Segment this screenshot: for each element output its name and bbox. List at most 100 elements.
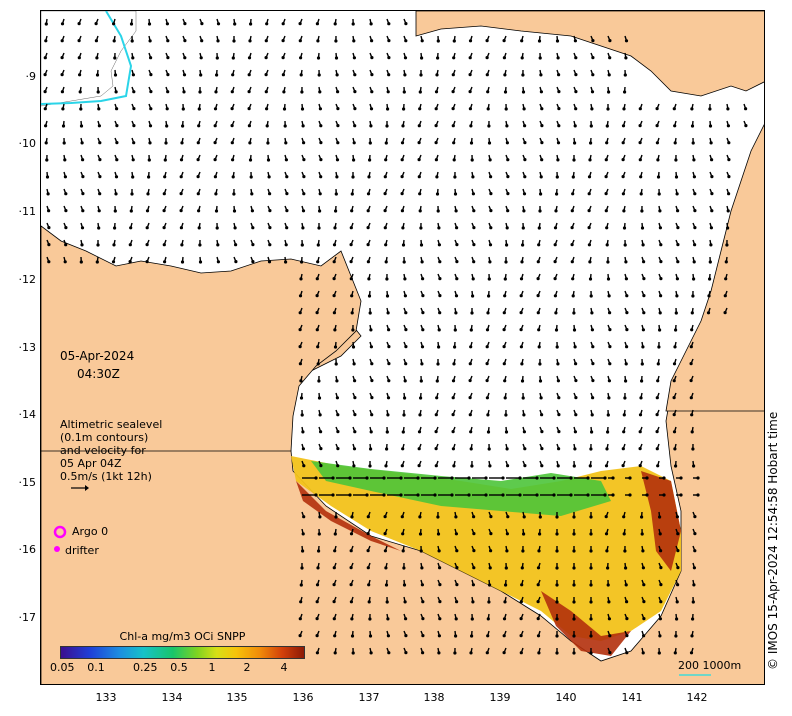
velocity-arrow-head [675, 192, 679, 196]
velocity-arrow-head [386, 396, 391, 400]
velocity-arrow-head [63, 175, 67, 179]
velocity-arrow-head [657, 651, 661, 655]
velocity-arrow-head [315, 328, 319, 332]
velocity-arrow-head [98, 175, 102, 179]
colorbar-tick-label: 2 [243, 661, 251, 674]
velocity-arrow-head [506, 175, 510, 179]
velocity-arrow-head [486, 413, 490, 417]
velocity-arrow-head [332, 311, 336, 315]
velocity-arrow-head [302, 515, 306, 519]
velocity-arrow-head [573, 430, 578, 434]
velocity-arrow-head [336, 464, 340, 468]
velocity-arrow-head [455, 277, 459, 281]
velocity-arrow-head [487, 277, 491, 281]
velocity-arrow-head [299, 56, 303, 60]
velocity-arrow-head [537, 39, 542, 43]
velocity-arrow-head [213, 158, 217, 162]
velocity-arrow-head [519, 634, 523, 638]
velocity-arrow-head [574, 413, 578, 417]
velocity-arrow-head [349, 583, 353, 587]
velocity-arrow-head [723, 294, 727, 298]
velocity-arrow-head [318, 413, 322, 417]
velocity-arrow-head [421, 617, 425, 621]
velocity-arrow-head [77, 56, 81, 60]
velocity-arrow-head [80, 243, 84, 247]
velocity-arrow-head [198, 260, 203, 264]
velocity-arrow-head [420, 362, 424, 366]
velocity-arrow-head [656, 175, 661, 179]
velocity-arrow-head [455, 549, 459, 553]
velocity-arrow-head [518, 476, 522, 480]
velocity-arrow-head [486, 90, 490, 94]
velocity-arrow-head [403, 600, 407, 604]
velocity-arrow-head [368, 158, 372, 162]
velocity-arrow-head [387, 22, 391, 26]
velocity-arrow-head [421, 634, 425, 638]
velocity-arrow-head [502, 634, 506, 638]
velocity-arrow-head [621, 192, 626, 196]
velocity-arrow-head [504, 260, 508, 264]
velocity-arrow-head [589, 566, 593, 570]
velocity-arrow-head [369, 430, 373, 434]
velocity-arrow-head [591, 73, 595, 77]
velocity-arrow-head [145, 243, 149, 247]
velocity-arrow-head [489, 532, 493, 536]
velocity-arrow-head [691, 617, 695, 621]
velocity-arrow-head [570, 243, 574, 247]
velocity-arrow-head [301, 430, 305, 434]
velocity-arrow-head [420, 39, 424, 43]
velocity-arrow-head [419, 73, 423, 77]
velocity-arrow-head [247, 107, 251, 111]
velocity-arrow-head [502, 617, 507, 621]
velocity-arrow-head [673, 141, 677, 145]
velocity-arrow-head [385, 124, 389, 128]
velocity-arrow-head [709, 226, 714, 230]
velocity-arrow-head [640, 532, 644, 536]
velocity-arrow-head [606, 430, 610, 434]
velocity-arrow-head [266, 141, 270, 145]
velocity-arrow-head [451, 73, 455, 77]
velocity-arrow-head [624, 56, 628, 60]
velocity-arrow-head [44, 124, 48, 128]
velocity-arrow-head [166, 56, 170, 60]
velocity-arrow-head [520, 379, 525, 383]
velocity-arrow-head [672, 379, 676, 383]
velocity-arrow-head [199, 73, 203, 77]
velocity-arrow-head [315, 617, 319, 621]
velocity-arrow-head [557, 73, 561, 77]
velocity-arrow-head [691, 600, 695, 604]
velocity-arrow-head [113, 56, 117, 60]
velocity-arrow-head [179, 175, 183, 179]
velocity-arrow-head [536, 277, 540, 281]
velocity-arrow-head [369, 345, 373, 349]
velocity-arrow-head [588, 158, 592, 162]
velocity-arrow-head [438, 617, 442, 621]
velocity-arrow-head [334, 362, 338, 366]
velocity-arrow-head [214, 209, 219, 213]
velocity-arrow-head [486, 430, 491, 434]
velocity-arrow-head [489, 515, 493, 519]
velocity-arrow-head [655, 430, 659, 434]
velocity-arrow-head [519, 600, 523, 604]
velocity-arrow-head [451, 430, 455, 434]
velocity-arrow-head [523, 158, 527, 162]
velocity-arrow-head [63, 260, 67, 264]
velocity-arrow-head [537, 226, 541, 230]
velocity-arrow-head [488, 260, 492, 264]
velocity-arrow-head [622, 430, 626, 434]
velocity-arrow-head [315, 651, 319, 655]
velocity-arrow-head [603, 476, 607, 480]
velocity-arrow-head [230, 107, 234, 111]
velocity-arrow-head [623, 549, 627, 553]
velocity-arrow-head [95, 260, 99, 264]
velocity-arrow-head [590, 328, 595, 332]
velocity-arrow-head [420, 260, 424, 264]
velocity-arrow-head [95, 56, 99, 60]
chlorophyll-green [311, 461, 611, 516]
velocity-arrow-head [484, 476, 488, 480]
velocity-arrow-head [536, 260, 540, 264]
velocity-arrow-head [503, 600, 507, 604]
velocity-arrow-head [163, 158, 167, 162]
velocity-arrow-head [488, 583, 492, 587]
velocity-arrow-head [281, 56, 285, 60]
